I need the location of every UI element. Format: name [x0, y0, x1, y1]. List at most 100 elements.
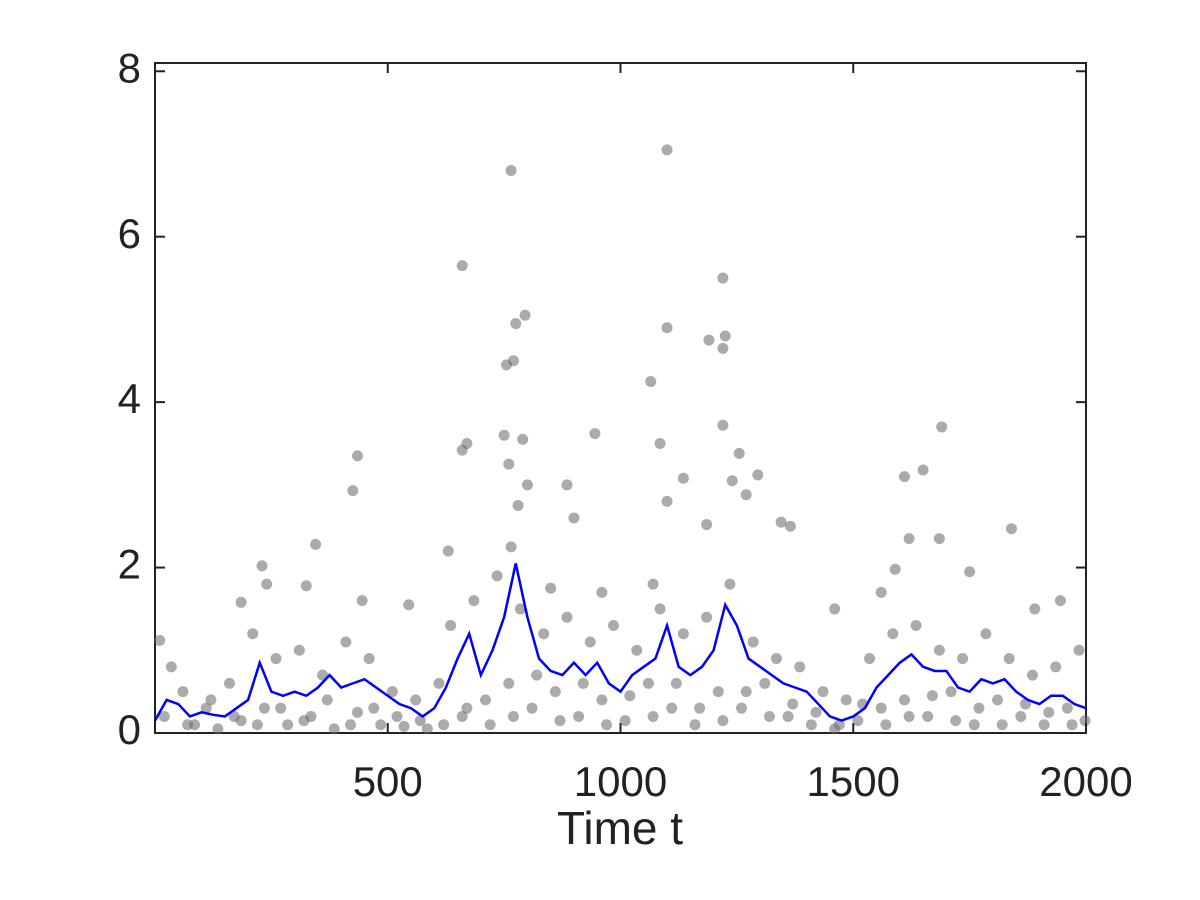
scatter-point: [391, 710, 403, 722]
scatter-point: [631, 644, 643, 656]
scatter-point: [1073, 644, 1085, 656]
scatter-point: [964, 566, 976, 578]
scatter-point: [898, 471, 910, 483]
scatter-point: [1029, 603, 1041, 615]
scatter-point: [996, 719, 1008, 731]
scatter-point: [228, 710, 240, 722]
scatter-point: [468, 595, 480, 607]
scatter-point: [694, 702, 706, 714]
scatter-point: [414, 715, 426, 727]
scatter-point: [235, 596, 247, 608]
scatter-point: [936, 421, 948, 433]
y-tick-label: 6: [118, 210, 141, 257]
scatter-point: [829, 603, 841, 615]
scatter-point: [724, 578, 736, 590]
scatter-point: [433, 677, 445, 689]
scatter-point: [1038, 719, 1050, 731]
scatter-point: [840, 694, 852, 706]
scatter-point: [1006, 523, 1018, 535]
scatter-point: [247, 628, 259, 640]
scatter-point: [770, 653, 782, 665]
scatter-point: [887, 628, 899, 640]
scatter-point: [933, 644, 945, 656]
scatter-point: [521, 479, 533, 491]
scatter-point: [386, 686, 398, 698]
scatter-point: [596, 586, 608, 598]
scatter-point: [1066, 719, 1078, 731]
scatter-point: [310, 538, 322, 550]
scatter-point: [510, 318, 522, 330]
x-axis-label: Time t: [557, 802, 683, 854]
scatter-point: [1079, 715, 1091, 727]
scatter-point: [903, 710, 915, 722]
scatter-point: [654, 437, 666, 449]
scatter-point: [677, 472, 689, 484]
scatter-point: [351, 706, 363, 718]
scatter-point: [689, 719, 701, 731]
scatter-point: [456, 444, 468, 456]
scatter-point: [642, 677, 654, 689]
scatter-point: [747, 636, 759, 648]
scatter-point: [205, 694, 217, 706]
scatter-point: [1026, 669, 1038, 681]
scatter-point: [701, 611, 713, 623]
scatter-point: [817, 686, 829, 698]
x-tick-label: 1000: [574, 758, 667, 805]
y-tick-label: 8: [118, 44, 141, 91]
x-tick-label: 1500: [807, 758, 900, 805]
scatter-point: [512, 500, 524, 512]
scatter-point: [889, 563, 901, 575]
scatter-point: [442, 545, 454, 557]
scatter-point: [875, 702, 887, 714]
y-tick-label: 4: [118, 375, 141, 422]
scatter-point: [736, 702, 748, 714]
scatter-point: [666, 702, 678, 714]
scatter-point: [347, 485, 359, 497]
scatter-point: [980, 628, 992, 640]
scatter-point: [833, 719, 845, 731]
scatter-point: [398, 720, 410, 732]
scatter-point: [345, 719, 357, 731]
scatter-point: [298, 715, 310, 727]
scatter-point: [917, 464, 929, 476]
scatter-point: [670, 677, 682, 689]
scatter-point: [784, 520, 796, 532]
scatter-point: [875, 586, 887, 598]
scatter-point: [293, 644, 305, 656]
scatter-point: [903, 533, 915, 545]
scatter-point: [561, 611, 573, 623]
x-tick-label: 2000: [1039, 758, 1132, 805]
scatter-point: [973, 702, 985, 714]
scatter-point: [456, 260, 468, 272]
scatter-point: [445, 619, 457, 631]
scatter-point: [568, 512, 580, 524]
scatter-point: [763, 710, 775, 722]
scatter-point: [223, 677, 235, 689]
scatter-point: [654, 603, 666, 615]
scatter-point: [300, 580, 312, 592]
scatter-point: [461, 702, 473, 714]
scatter-point: [898, 694, 910, 706]
scatter-point: [375, 719, 387, 731]
scatter-point: [421, 723, 433, 735]
scatter-point: [577, 677, 589, 689]
scatter-point: [480, 694, 492, 706]
scatter-point: [957, 653, 969, 665]
scatter-point: [584, 636, 596, 648]
scatter-point: [321, 694, 333, 706]
scatter-point: [1050, 661, 1062, 673]
scatter-point: [340, 636, 352, 648]
scatter-point: [256, 560, 268, 572]
scatter-point: [677, 628, 689, 640]
scatter-point: [810, 706, 822, 718]
scatter-point: [328, 723, 340, 735]
scatter-point: [910, 619, 922, 631]
scatter-point: [158, 710, 170, 722]
scatter-point: [561, 479, 573, 491]
x-tick-label: 500: [353, 758, 423, 805]
scatter-point: [154, 634, 166, 646]
plot-frame: [154, 62, 1087, 734]
scatter-point: [517, 433, 529, 445]
